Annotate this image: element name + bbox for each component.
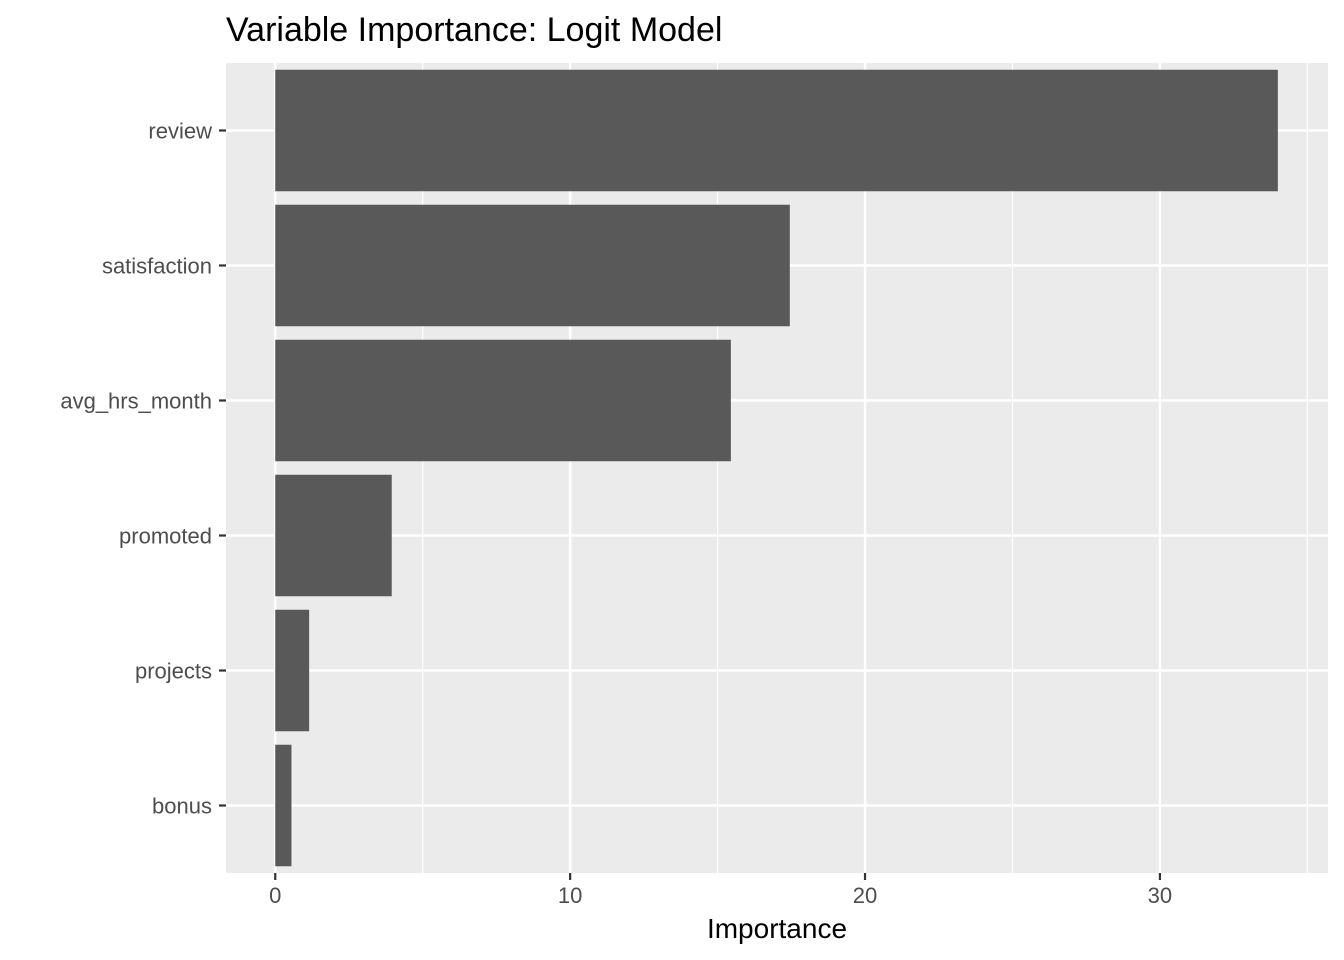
- bar-promoted: [275, 474, 392, 597]
- bar-review: [275, 69, 1278, 192]
- x-tick-label: 10: [558, 883, 582, 908]
- x-tick-label: 0: [269, 883, 281, 908]
- bar-projects: [275, 609, 310, 732]
- bar-bonus: [275, 744, 292, 867]
- bars: [275, 69, 1278, 867]
- bar-avg-hrs-month: [275, 339, 731, 462]
- y-tick-label: satisfaction: [102, 254, 212, 279]
- y-tick-label: projects: [135, 659, 212, 684]
- x-axis: 0 10 20 30: [269, 873, 1172, 908]
- bar-satisfaction: [275, 204, 790, 327]
- plot-panel: [226, 63, 1328, 873]
- y-tick-label: review: [148, 119, 212, 144]
- y-tick-label: bonus: [152, 794, 212, 819]
- chart-title: Variable Importance: Logit Model: [226, 11, 722, 49]
- x-tick-label: 20: [853, 883, 877, 908]
- y-tick-label: promoted: [119, 524, 212, 549]
- minor-gridlines: [422, 63, 1308, 873]
- y-tick-label: avg_hrs_month: [60, 389, 212, 414]
- x-axis-title: Importance: [707, 913, 847, 944]
- x-tick-label: 30: [1148, 883, 1172, 908]
- y-axis: review satisfaction avg_hrs_month promoted p…: [60, 119, 226, 819]
